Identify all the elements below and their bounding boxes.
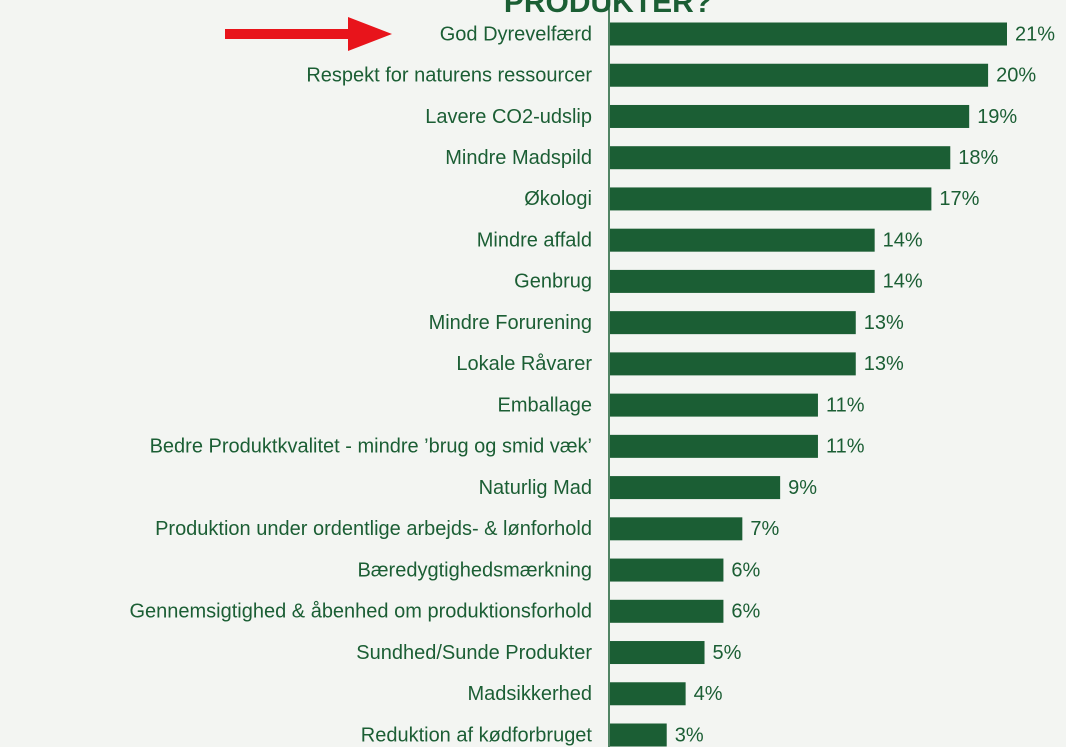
- bar: [610, 476, 781, 500]
- category-label: Lavere CO2-udslip: [425, 106, 592, 128]
- bar: [610, 63, 989, 87]
- bar: [610, 228, 875, 252]
- category-label: Bæredygtighedsmærkning: [357, 559, 592, 581]
- value-label: 20%: [996, 65, 1036, 87]
- value-label: 4%: [694, 683, 723, 705]
- value-label: 11%: [826, 436, 865, 458]
- category-label: Sundhed/Sunde Produkter: [356, 642, 592, 664]
- bar: [610, 352, 856, 376]
- arrow: [225, 17, 392, 51]
- bar: [610, 558, 724, 582]
- value-label: 6%: [731, 601, 760, 623]
- value-label: 7%: [750, 518, 779, 540]
- bar: [610, 104, 970, 128]
- value-label: 13%: [864, 312, 904, 334]
- category-label: Gennemsigtighed & åbenhed om produktions…: [129, 601, 592, 623]
- category-label: Madsikkerhed: [467, 683, 592, 705]
- bar: [610, 146, 951, 170]
- bar: [610, 517, 743, 541]
- bar: [610, 723, 667, 747]
- value-label: 19%: [977, 106, 1017, 128]
- bar: [610, 599, 724, 623]
- category-label: Emballage: [497, 394, 592, 416]
- value-label: 5%: [713, 642, 742, 664]
- category-label: God Dyrevelfærd: [440, 23, 592, 45]
- bar: [610, 393, 818, 417]
- arrow-shaft: [225, 29, 350, 39]
- value-label: 18%: [958, 147, 998, 169]
- category-label: Produktion under ordentlige arbejds- & l…: [155, 518, 592, 540]
- value-label: 14%: [883, 271, 923, 293]
- value-label: 21%: [1015, 23, 1055, 45]
- value-label: 17%: [939, 188, 979, 210]
- bar: [610, 269, 875, 293]
- bar: [610, 311, 856, 335]
- value-label: 14%: [883, 229, 923, 251]
- category-label: Bedre Produktkvalitet - mindre ’brug og …: [150, 436, 592, 458]
- chart-title: PRODUKTER?: [504, 0, 712, 19]
- value-label: 13%: [864, 353, 904, 375]
- bar: [610, 187, 932, 211]
- category-label: Respekt for naturens ressourcer: [306, 65, 592, 87]
- category-label: Mindre Forurening: [429, 312, 592, 334]
- bar: [610, 682, 686, 706]
- category-label: Reduktion af kødforbruget: [361, 724, 593, 746]
- category-label: Lokale Råvarer: [456, 353, 592, 375]
- category-label: Økologi: [524, 188, 592, 210]
- arrow-head: [348, 17, 392, 51]
- bar: [610, 434, 818, 458]
- bar: [610, 641, 705, 665]
- bar: [610, 22, 1007, 46]
- value-label: 11%: [826, 394, 865, 416]
- category-label: Genbrug: [514, 271, 592, 293]
- value-label: 3%: [675, 724, 704, 746]
- value-label: 9%: [788, 477, 817, 499]
- category-label: Mindre affald: [477, 229, 592, 251]
- category-label: Mindre Madspild: [445, 147, 592, 169]
- category-label: Naturlig Mad: [479, 477, 592, 499]
- value-label: 6%: [731, 559, 760, 581]
